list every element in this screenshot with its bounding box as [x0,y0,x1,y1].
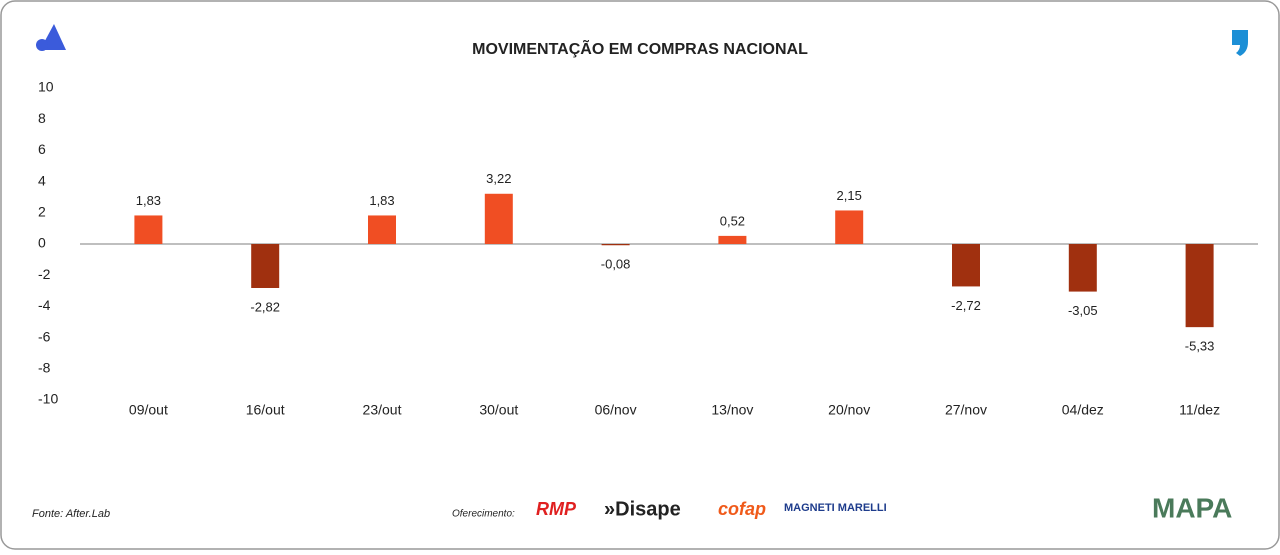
sponsor-logo: MAGNETI MARELLI [784,502,887,514]
y-tick-label: -8 [38,360,51,376]
value-label: -3,05 [1068,303,1098,318]
y-tick-label: 8 [38,110,46,126]
chart-title: MOVIMENTAÇÃO EM COMPRAS NACIONAL [472,38,808,58]
y-tick-label: -4 [38,297,51,313]
sponsor-logo: RMP [536,499,577,519]
y-tick-label: 4 [38,172,46,188]
x-tick-label: 23/out [363,402,402,418]
sponsor-logo: cofap [718,499,766,519]
y-tick-label: -10 [38,391,58,407]
value-label: -2,82 [250,299,280,314]
value-label: 0,52 [720,213,745,228]
bar [835,210,864,244]
value-label: 2,15 [837,188,862,203]
logo-left [36,24,66,51]
bar [1185,244,1214,328]
value-label: -2,72 [951,298,981,313]
x-tick-label: 16/out [246,402,285,418]
brand-logo: MAPA [1152,492,1232,523]
y-tick-label: 0 [38,235,46,251]
value-label: 1,83 [369,193,394,208]
bar [1068,244,1097,292]
value-label: -0,08 [601,257,631,272]
bar [368,215,396,244]
value-label: 3,22 [486,171,511,186]
bar [601,244,630,246]
value-label: -5,33 [1185,339,1215,354]
y-tick-label: 2 [38,204,46,220]
x-tick-label: 06/nov [595,402,637,418]
y-tick-label: -2 [38,266,51,282]
y-tick-label: -6 [38,328,51,344]
x-tick-label: 09/out [129,402,168,418]
x-tick-label: 30/out [479,402,518,418]
logo-right [1232,30,1248,56]
y-tick-label: 6 [38,141,46,157]
sponsor-logo: »Disape [604,498,681,520]
bar [134,215,163,244]
sponsor-label: Oferecimento: [452,509,515,520]
y-tick-label: 10 [38,79,54,95]
bar [952,244,980,287]
value-label: 1,83 [136,193,161,208]
bar [251,244,280,288]
x-tick-label: 13/nov [711,402,753,418]
source: Fonte: After.Lab [32,508,110,520]
x-tick-label: 04/dez [1062,402,1104,418]
bar [718,235,747,244]
x-tick-label: 11/dez [1179,402,1220,418]
x-tick-label: 27/nov [945,402,987,418]
bar [484,193,513,244]
x-tick-label: 20/nov [828,402,870,418]
